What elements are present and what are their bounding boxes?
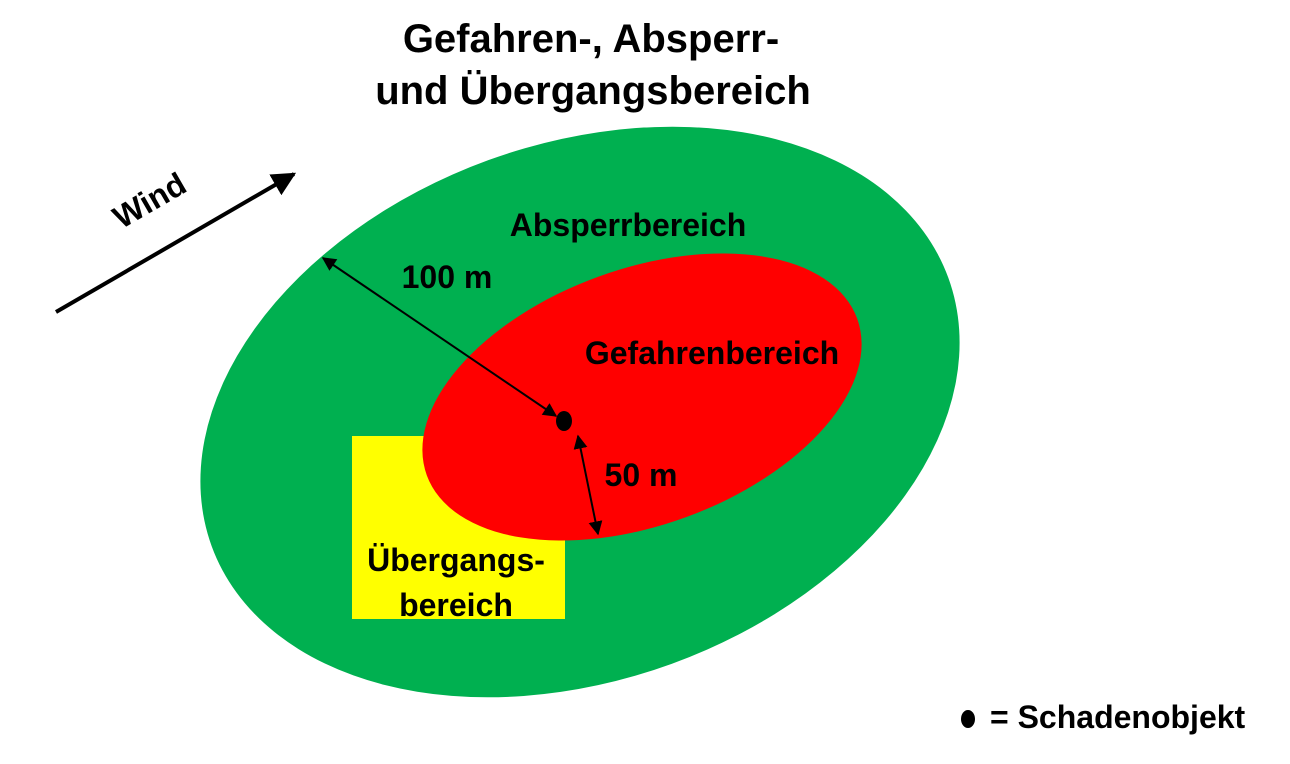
legend-dot-icon — [961, 710, 975, 728]
title-line-1: Gefahren-, Absperr- — [403, 17, 779, 61]
distance-50m-arrow — [573, 434, 603, 536]
gefahrenbereich-label: Gefahrenbereich — [585, 335, 839, 371]
distance-100m-label: 100 m — [402, 259, 493, 295]
uebergangsbereich-label-line-2: bereich — [399, 587, 513, 623]
absperrbereich-label: Absperrbereich — [510, 207, 747, 243]
distance-50m-label: 50 m — [605, 457, 678, 493]
wind-label: Wind — [107, 165, 192, 235]
legend-text: = Schadenobjekt — [990, 699, 1246, 735]
schadenobjekt-marker — [556, 411, 572, 431]
distance-100m-arrow — [321, 257, 558, 417]
uebergangsbereich-label-line-1: Übergangs- — [367, 542, 545, 578]
title-line-2: und Übergangsbereich — [375, 68, 811, 113]
wind-arrow — [54, 172, 297, 314]
